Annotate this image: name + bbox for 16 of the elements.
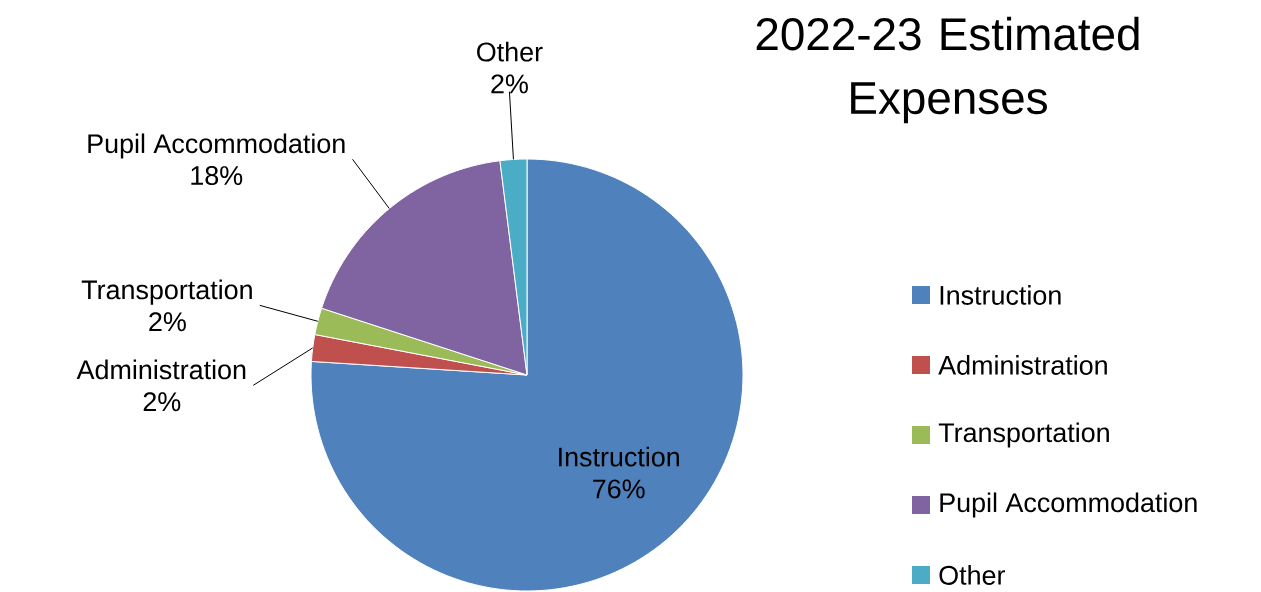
slice-label: Instruction xyxy=(559,446,679,467)
chart-title: 2022-23 Estimated Expenses xyxy=(756,16,1139,124)
slice-label: Pupil Accommodation xyxy=(88,133,345,159)
legend-label: Instruction xyxy=(940,285,1061,305)
slice-label: Transportation xyxy=(81,279,252,305)
data-label: 2% xyxy=(149,312,186,332)
slice-label: Other xyxy=(477,41,543,62)
legend-label: Other xyxy=(939,565,1006,585)
legend-label: Transportation xyxy=(938,422,1109,448)
slice-label: Administration xyxy=(76,359,246,380)
legend-label: Administration xyxy=(938,355,1107,375)
data-label: 2% xyxy=(491,74,528,94)
data-label: 2% xyxy=(143,392,181,412)
legend-label: Pupil Accommodation xyxy=(940,492,1197,518)
data-label: 18% xyxy=(191,166,243,186)
data-label: 76% xyxy=(593,479,645,499)
